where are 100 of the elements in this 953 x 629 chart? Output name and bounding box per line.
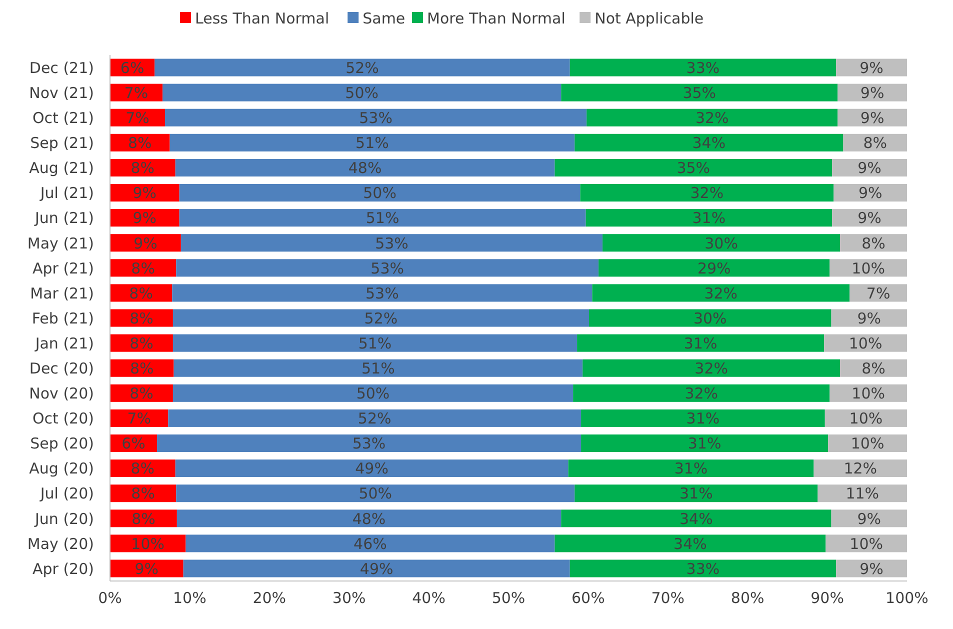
data-label: 51%: [362, 359, 395, 378]
data-label: 8%: [131, 484, 155, 503]
x-tick-label: 50%: [492, 589, 526, 607]
data-label: 30%: [693, 309, 727, 328]
data-label: 35%: [676, 159, 710, 178]
data-label: 8%: [130, 384, 154, 403]
data-label: 7%: [866, 284, 890, 302]
data-label: 9%: [134, 234, 158, 252]
data-label: 10%: [850, 434, 884, 453]
y-tick-label: Oct (20): [32, 410, 94, 428]
y-tick-label: Nov (20): [29, 384, 94, 403]
y-tick-label: Aug (20): [29, 460, 94, 478]
bar: [570, 560, 836, 578]
data-label: 9%: [860, 58, 884, 77]
x-tick-label: 100%: [886, 589, 928, 607]
x-tick-label: 70%: [651, 589, 685, 607]
data-label: 10%: [131, 534, 165, 553]
bar: [586, 209, 832, 227]
y-tick-label: Sep (21): [30, 134, 94, 152]
y-tick-label: Jun (20): [34, 510, 94, 528]
y-tick-label: May (20): [27, 534, 94, 553]
data-label: 49%: [355, 460, 388, 478]
bar: [592, 284, 850, 302]
data-label: 7%: [127, 410, 151, 428]
bar: [175, 158, 555, 176]
x-tick-label: 30%: [332, 589, 366, 607]
data-label: 11%: [846, 484, 880, 503]
y-tick-label: Jan (21): [34, 334, 94, 352]
data-label: 35%: [682, 84, 716, 102]
bar: [554, 534, 826, 552]
y-tick-label: Jul (20): [39, 484, 94, 503]
bar: [831, 309, 907, 327]
bar: [554, 158, 832, 176]
bar: [832, 209, 907, 227]
data-label: 12%: [844, 460, 878, 478]
bar: [179, 209, 586, 227]
data-label: 50%: [345, 84, 379, 102]
bar: [602, 234, 840, 252]
data-label: 53%: [359, 109, 392, 128]
data-label: 50%: [358, 484, 392, 503]
x-tick-label: 60%: [572, 589, 605, 607]
data-label: 32%: [694, 359, 728, 378]
data-label: 8%: [132, 510, 156, 528]
bar: [586, 108, 838, 126]
bar: [574, 134, 844, 152]
y-tick-label: Jul (21): [39, 184, 94, 202]
bar: [164, 108, 587, 126]
data-label: 6%: [122, 434, 146, 453]
data-label: 9%: [132, 209, 157, 228]
bar: [834, 184, 907, 202]
bar: [168, 409, 582, 427]
bar: [561, 510, 832, 528]
data-label: 50%: [363, 184, 396, 202]
bar: [577, 334, 824, 352]
bar: [154, 58, 570, 76]
bar: [568, 460, 814, 478]
data-label: 31%: [680, 484, 713, 503]
data-label: 31%: [692, 209, 726, 228]
data-label: 31%: [684, 334, 718, 352]
data-label: 8%: [862, 234, 886, 252]
bar: [580, 184, 834, 202]
x-tick-label: 20%: [252, 589, 286, 607]
data-label: 50%: [356, 384, 390, 403]
data-label: 33%: [686, 58, 720, 77]
data-label: 10%: [852, 259, 886, 278]
x-tick-label: 0%: [98, 589, 122, 607]
data-label: 9%: [860, 84, 884, 102]
y-tick-label: Feb (21): [32, 309, 94, 328]
data-label: 52%: [358, 410, 392, 428]
x-tick-label: 10%: [173, 589, 206, 607]
data-label: 9%: [858, 184, 882, 202]
data-label: 46%: [354, 534, 387, 553]
data-label: 32%: [704, 284, 738, 302]
data-label: 8%: [130, 460, 155, 478]
bar: [598, 259, 830, 277]
y-tick-label: Nov (21): [29, 84, 94, 102]
bar: [183, 560, 570, 578]
data-label: 8%: [128, 134, 152, 152]
bar: [172, 334, 578, 352]
data-label: 29%: [697, 259, 731, 278]
bar: [176, 510, 562, 528]
y-tick-label: Apr (21): [32, 259, 94, 278]
data-label: 8%: [130, 359, 154, 378]
bar: [172, 284, 592, 302]
x-tick-label: 40%: [412, 589, 446, 607]
data-label: 51%: [366, 209, 400, 228]
bar: [172, 309, 589, 327]
bar: [831, 510, 907, 528]
data-label: 34%: [674, 534, 707, 553]
bar: [588, 309, 832, 327]
data-label: 31%: [688, 434, 722, 453]
bar: [561, 84, 838, 102]
y-tick-label: Apr (20): [32, 560, 94, 578]
data-label: 52%: [364, 309, 398, 328]
data-label: 30%: [704, 234, 738, 252]
legend-label: Less Than Normal: [195, 9, 330, 28]
y-tick-label: May (21): [27, 234, 94, 252]
data-label: 8%: [130, 159, 155, 178]
data-label: 10%: [850, 534, 884, 553]
y-tick-label: Dec (21): [29, 58, 94, 77]
